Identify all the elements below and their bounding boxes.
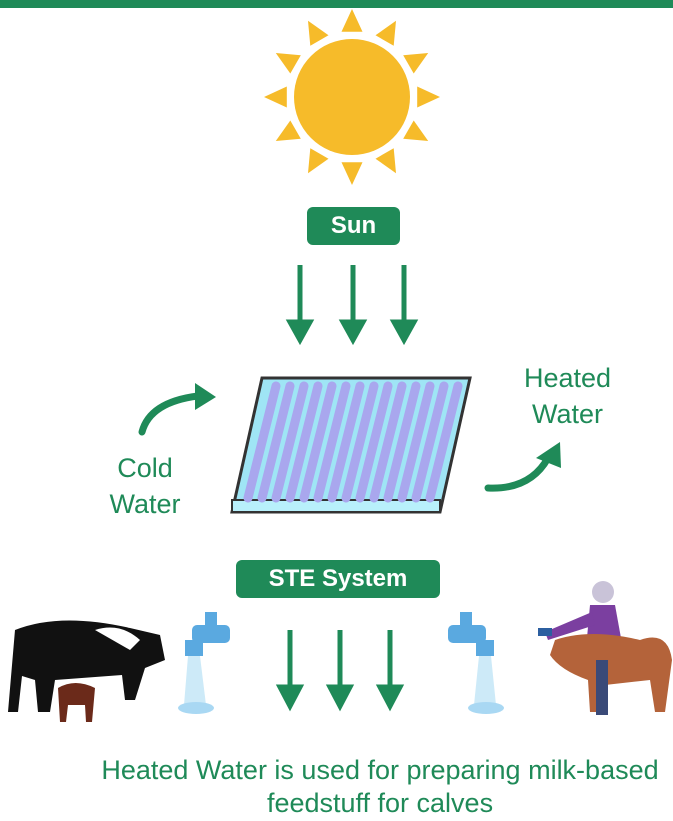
caption: Heated Water is used for preparing milk-… [95,754,665,820]
sun-ray [264,87,287,108]
sun-ray [403,53,428,74]
page: Sun STE System Cold Water Heated Water H… [0,0,673,821]
sun [264,9,440,185]
arrows-down-top [290,265,414,340]
sun-ray [342,162,363,185]
sun-ray [376,148,397,173]
heated-water-label: Heated Water [510,360,625,432]
farmer-feeding-calf [538,581,672,715]
cow-with-calf [8,620,165,722]
system-label: STE System [236,560,440,598]
arrows-down-bottom [280,630,400,706]
sun-label: Sun [307,207,400,245]
sun-ray [308,21,329,46]
sun-ray [417,87,440,108]
sun-ray [376,21,397,46]
faucet-left [178,612,230,714]
sun-ray [403,121,428,142]
sun-ray [276,53,301,74]
faucet-right [448,612,504,714]
sun-ray [276,121,301,142]
cold-water-label: Cold Water [95,450,195,522]
solar-panel [232,378,470,512]
sun-ray [342,9,363,32]
sun-ray [308,148,329,173]
